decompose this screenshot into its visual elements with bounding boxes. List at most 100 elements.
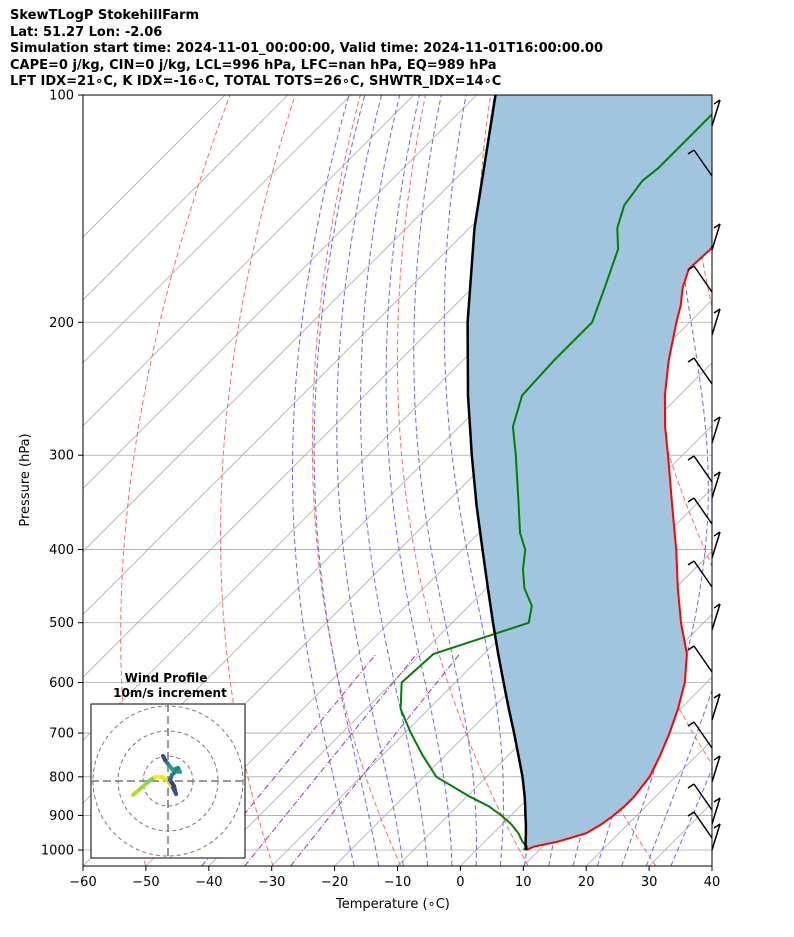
x-axis-label: Temperature (∘C) bbox=[335, 897, 450, 912]
x-tick-label: −30 bbox=[258, 875, 285, 890]
chart-header: SkewTLogP StokehillFarm Lat: 51.27 Lon: … bbox=[10, 8, 603, 91]
wind-barb-flag bbox=[687, 560, 695, 566]
wind-barb bbox=[711, 99, 721, 127]
wind-barb bbox=[687, 721, 713, 749]
profile-lines bbox=[399, 95, 712, 851]
wind-barb bbox=[711, 797, 721, 825]
wind-profile-rings bbox=[91, 704, 245, 858]
mixing-ratio-line bbox=[290, 653, 460, 866]
wind-barb bbox=[711, 308, 721, 336]
wind-barb-staff bbox=[693, 497, 713, 525]
wind-barb bbox=[687, 560, 713, 588]
wind-barb-staff bbox=[693, 149, 713, 177]
wind-barb-flag bbox=[713, 99, 721, 105]
time-line: Simulation start time: 2024-11-01_00:00:… bbox=[10, 41, 603, 56]
isotherm-line bbox=[83, 95, 603, 615]
isotherm-line bbox=[334, 488, 712, 866]
wind-barb-flag bbox=[687, 265, 695, 271]
mixing-ratio-line bbox=[244, 653, 417, 866]
wind-profile-inset bbox=[90, 703, 246, 859]
isotherm-line bbox=[83, 95, 414, 427]
isotherm-line bbox=[711, 865, 712, 866]
wind-barb-staff bbox=[711, 823, 721, 851]
x-tick-label: −60 bbox=[69, 875, 96, 890]
wind-barb bbox=[687, 149, 713, 177]
wind-barb bbox=[711, 755, 721, 783]
y-tick-label: 200 bbox=[49, 316, 74, 331]
isotherm-line bbox=[83, 95, 352, 364]
x-tick-label: 20 bbox=[578, 875, 595, 890]
wind-barb-flag bbox=[687, 783, 695, 789]
dry-adiabat-line bbox=[311, 95, 402, 866]
x-tick-label: −10 bbox=[384, 875, 411, 890]
wind-barb bbox=[711, 471, 721, 499]
moist-adiabat-line bbox=[292, 95, 355, 866]
moist-adiabat-line bbox=[413, 95, 477, 866]
wind-barb bbox=[687, 783, 713, 811]
parcel-line bbox=[466, 95, 528, 851]
wind-barb-flag bbox=[713, 416, 721, 422]
y-tick-label: 300 bbox=[49, 449, 74, 464]
wind-barb-flag bbox=[713, 797, 721, 803]
dewpoint-line bbox=[399, 112, 712, 851]
wind-barb-staff bbox=[711, 531, 721, 559]
wind-barb-flag bbox=[687, 455, 695, 461]
wind-barb-flag bbox=[687, 357, 695, 363]
y-tick-label: 500 bbox=[49, 616, 74, 631]
y-axis-label: Pressure (hPa) bbox=[18, 433, 33, 526]
y-tick-label: 800 bbox=[49, 770, 74, 785]
x-tick-label: −50 bbox=[132, 875, 159, 890]
wind-barb-staff bbox=[693, 560, 713, 588]
x-tick-label: 0 bbox=[456, 875, 464, 890]
wind-barb-flag bbox=[687, 721, 695, 727]
isotherm-line bbox=[83, 95, 540, 553]
x-tick-label: 30 bbox=[641, 875, 658, 890]
wind-barb bbox=[711, 693, 721, 721]
moist-adiabat-line bbox=[313, 95, 380, 866]
wind-barb-flag bbox=[713, 823, 721, 829]
isotherm-line bbox=[83, 95, 226, 238]
x-tick-label: 10 bbox=[515, 875, 532, 890]
moist-adiabat-line bbox=[336, 95, 404, 866]
x-tick-label: −40 bbox=[195, 875, 222, 890]
wind-barb-staff bbox=[711, 603, 721, 631]
wind-barb bbox=[711, 603, 721, 631]
wind-barb-staff bbox=[693, 721, 713, 749]
isotherm-line bbox=[83, 95, 477, 490]
wind-barb-staff bbox=[693, 357, 713, 385]
wind-barb-flag bbox=[713, 603, 721, 609]
wind-barb bbox=[711, 416, 721, 444]
wind-barb-flag bbox=[713, 755, 721, 761]
moist-adiabat-line bbox=[443, 95, 504, 866]
wind-barb-staff bbox=[693, 455, 713, 483]
wind-barb-staff bbox=[711, 416, 721, 444]
wind-barb bbox=[711, 823, 721, 851]
y-tick-label: 900 bbox=[49, 809, 74, 824]
wind-barb bbox=[687, 455, 713, 483]
wind-barb bbox=[687, 811, 713, 839]
x-tick-label: 40 bbox=[704, 875, 721, 890]
wind-barbs bbox=[687, 99, 721, 851]
y-tick-label: 1000 bbox=[41, 844, 74, 859]
wind-barb-flag bbox=[687, 149, 695, 155]
moist-adiabat-line bbox=[645, 688, 712, 866]
y-tick-label: 400 bbox=[49, 543, 74, 558]
dry-adiabat-line bbox=[219, 95, 296, 866]
wind-barb-flag bbox=[687, 497, 695, 503]
wind-barb-flag bbox=[713, 531, 721, 537]
chart-title: SkewTLogP StokehillFarm bbox=[10, 8, 200, 23]
dry-adiabat-line bbox=[751, 95, 794, 866]
wind-barb bbox=[687, 265, 713, 293]
wind-barb-staff bbox=[693, 265, 713, 293]
wind-barb bbox=[711, 531, 721, 559]
wind-barb bbox=[687, 645, 713, 673]
y-tick-label: 100 bbox=[49, 89, 74, 104]
dry-adiabat-line bbox=[397, 95, 529, 866]
moist-adiabat-line bbox=[621, 95, 709, 866]
wind-barb-staff bbox=[711, 99, 721, 127]
x-tick-label: −20 bbox=[321, 875, 348, 890]
wind-barb-staff bbox=[693, 783, 713, 811]
wind-barb-staff bbox=[693, 811, 713, 839]
wind-barb bbox=[687, 357, 713, 385]
wind-barb bbox=[711, 223, 721, 251]
